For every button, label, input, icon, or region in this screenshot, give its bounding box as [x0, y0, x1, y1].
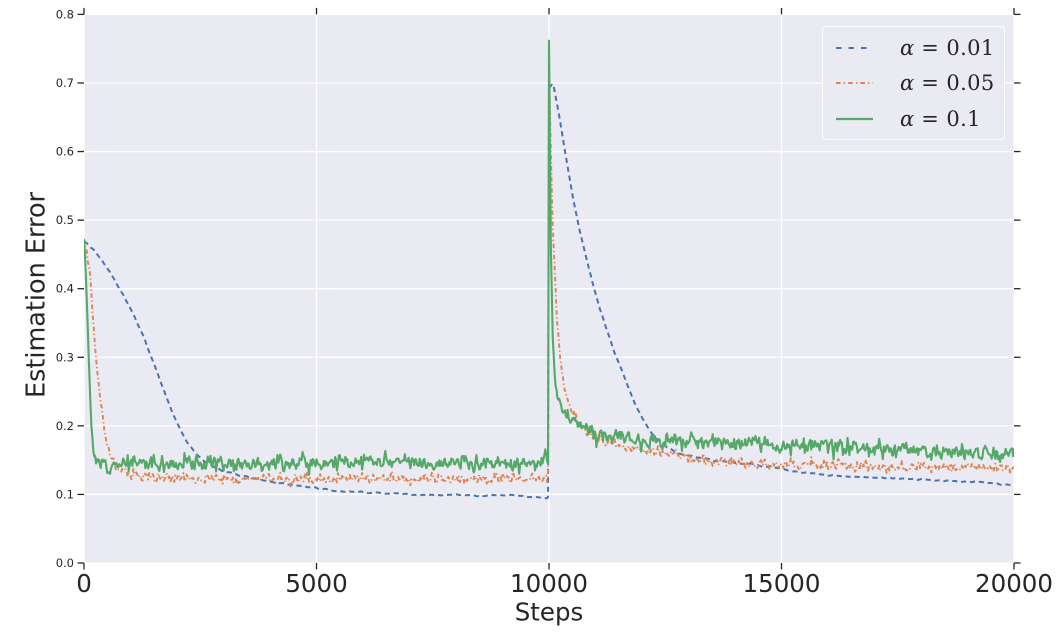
alpha-symbol: α: [900, 71, 915, 95]
y-tick-label-0.1: 0.1: [56, 487, 74, 501]
legend-value: = 0.01: [914, 35, 995, 60]
x-tick-label-5000: 5000: [285, 569, 347, 598]
legend-line-alpha-0.05: [836, 82, 873, 84]
alpha-symbol: α: [900, 35, 915, 60]
x-tick-label-10000: 10000: [510, 569, 588, 598]
x-axis-title: Steps: [515, 598, 584, 627]
axis-ticks: [77, 7, 1021, 570]
y-tick-labels: 0.0 0.1 0.2 0.3 0.4 0.5 0.6 0.7 0.8: [56, 7, 74, 570]
legend-line-alpha-0.01: [836, 46, 873, 49]
legend: α = 0.01 α = 0.05 α = 0.1: [822, 26, 1005, 140]
legend-line-alpha-0.1: [836, 117, 873, 120]
y-tick-label-0.3: 0.3: [56, 350, 74, 364]
x-tick-label-0: 0: [76, 569, 92, 598]
alpha-symbol: α: [900, 106, 915, 131]
y-axis-title: Estimation Error: [22, 191, 52, 398]
legend-value: = 0.1: [914, 106, 981, 131]
legend-label-alpha-0.01: α = 0.01: [900, 36, 995, 60]
x-tick-label-20000: 20000: [975, 569, 1053, 598]
y-tick-label-0.0: 0.0: [56, 556, 74, 570]
series-line-alpha-0.1: [84, 39, 1014, 476]
y-tick-label-0.6: 0.6: [56, 145, 74, 159]
y-tick-label-0.4: 0.4: [56, 282, 74, 296]
legend-item-alpha-0.01: α = 0.01: [823, 30, 1004, 66]
legend-item-alpha-0.1: α = 0.1: [823, 101, 1004, 137]
x-tick-labels: 0 5000 10000 15000 20000: [76, 569, 1053, 598]
legend-item-alpha-0.05: α = 0.05: [823, 65, 1004, 101]
legend-label-alpha-0.05: α = 0.05: [900, 71, 995, 95]
y-tick-label-0.7: 0.7: [56, 76, 74, 90]
legend-value: = 0.05: [914, 71, 995, 95]
x-tick-label-15000: 15000: [743, 569, 821, 598]
legend-label-alpha-0.1: α = 0.1: [900, 107, 981, 131]
y-tick-label-0.8: 0.8: [56, 7, 74, 21]
series-lines: [84, 39, 1014, 500]
y-tick-label-0.5: 0.5: [56, 213, 74, 227]
y-tick-label-0.2: 0.2: [56, 419, 74, 433]
